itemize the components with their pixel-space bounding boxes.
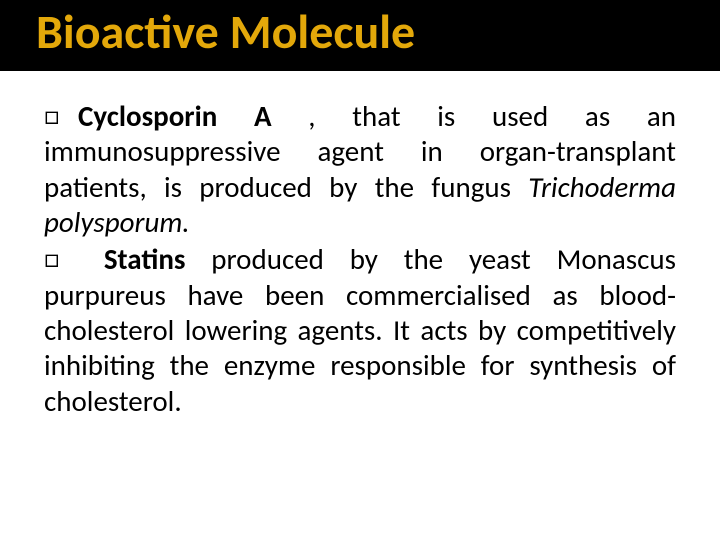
bullet-bold-lead: Cyclosporin A — [78, 98, 308, 134]
title-bar: Bioactive Molecule — [0, 0, 720, 71]
bullet-item: □ Statins produced by the yeast Monascus… — [44, 242, 676, 419]
slide-title: Bioactive Molecule — [36, 6, 720, 59]
bullet-item: □Cyclosporin A , that is used as an immu… — [44, 99, 676, 241]
slide-body: □Cyclosporin A , that is used as an immu… — [0, 71, 720, 419]
bullet-bold-lead: Statins — [78, 241, 185, 277]
bullet-text: Statins produced by the yeast Monascus p… — [44, 241, 676, 419]
bullet-marker-icon: □ — [44, 242, 78, 276]
bullet-text: Cyclosporin A , that is used as an immun… — [44, 98, 676, 240]
bullet-marker-icon: □ — [44, 99, 78, 133]
